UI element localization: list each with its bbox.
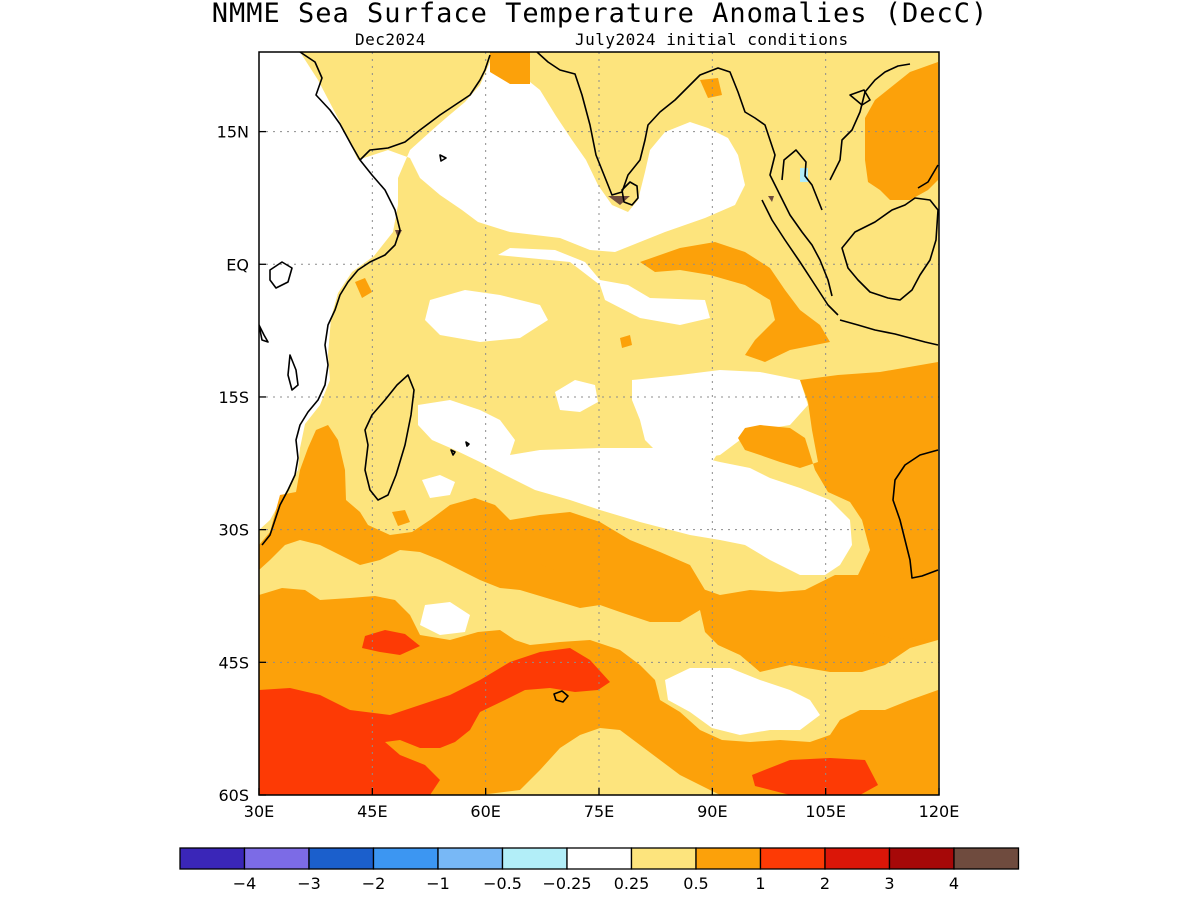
- lat-tick-label: 15S: [218, 388, 249, 407]
- anomaly-region: [768, 196, 774, 202]
- colorbar-swatch: [179, 847, 246, 870]
- colorbar-label: −4: [233, 874, 257, 893]
- anomaly-region: [362, 630, 420, 655]
- lat-tick-label: 15N: [217, 123, 249, 142]
- colorbar-swatch: [308, 847, 375, 870]
- gridlines: [259, 52, 939, 795]
- chart-title: NMME Sea Surface Temperature Anomalies (…: [211, 0, 989, 29]
- colorbar-swatch: [372, 847, 439, 870]
- anomaly-field: [259, 52, 939, 795]
- colorbar-label: 1: [755, 874, 765, 893]
- colorbar-label: −1: [426, 874, 450, 893]
- colorbar-swatch: [953, 847, 1020, 870]
- colorbar: −4 −3 −2 −1 −0.5 −0.25 0.25 0.5 1 2 3 4: [179, 847, 1020, 893]
- colorbar-label: −3: [297, 874, 321, 893]
- colorbar-swatch: [824, 847, 891, 870]
- anomaly-region: [418, 400, 852, 575]
- colorbar-label: −2: [362, 874, 386, 893]
- anomaly-region: [259, 648, 610, 795]
- colorbar-label: 3: [884, 874, 894, 893]
- lon-tick-label: 120E: [919, 802, 960, 821]
- anomaly-region: [555, 380, 598, 412]
- colorbar-swatch: [695, 847, 762, 870]
- lon-tick-label: 45E: [357, 802, 387, 821]
- anomaly-region: [620, 335, 632, 348]
- anomaly-region: [259, 52, 745, 530]
- lon-tick-label: 60E: [470, 802, 500, 821]
- anomaly-region: [752, 758, 878, 795]
- colorbar-label: 4: [949, 874, 959, 893]
- coastlines: [259, 52, 939, 703]
- anomaly-region: [608, 196, 630, 205]
- anomaly-region: [422, 475, 455, 498]
- lon-tick-label: 105E: [805, 802, 846, 821]
- colorbar-swatch: [243, 847, 310, 870]
- anomaly-region: [392, 510, 410, 526]
- lon-tick-label: 30E: [244, 802, 274, 821]
- anomaly-region: [700, 362, 938, 672]
- anomaly-region: [540, 548, 568, 570]
- anomaly-region: [700, 78, 722, 98]
- lat-tick-label: 30S: [218, 521, 249, 540]
- forecast-month-label: Dec2024: [355, 30, 426, 49]
- anomaly-region: [420, 602, 470, 635]
- colorbar-swatch: [501, 847, 568, 870]
- lon-tick-label: 90E: [697, 802, 727, 821]
- anomaly-region: [640, 242, 830, 362]
- anomaly-region: [800, 168, 808, 182]
- colorbar-swatch: [566, 847, 633, 870]
- initial-conditions-label: July2024 initial conditions: [575, 30, 849, 49]
- anomaly-region: [498, 248, 710, 325]
- anomaly-region: [845, 590, 938, 640]
- lat-tick-label: 60S: [218, 786, 249, 805]
- anomaly-region: [259, 425, 705, 622]
- colorbar-swatch: [759, 847, 826, 870]
- anomaly-region: [695, 440, 720, 465]
- lat-tick-label: 45S: [218, 653, 249, 672]
- colorbar-label: −0.5: [483, 874, 522, 893]
- colorbar-label: 0.25: [614, 874, 650, 893]
- colorbar-swatch: [437, 847, 504, 870]
- anomaly-region: [425, 290, 548, 342]
- axes: 30E 45E 60E 75E 90E 105E 120E 15N EQ 15S 30S 45S 60S: [217, 123, 960, 821]
- colorbar-label: 0.5: [683, 874, 708, 893]
- colorbar-swatch: [630, 847, 697, 870]
- colorbar-swatch: [888, 847, 955, 870]
- lat-tick-label: EQ: [226, 255, 249, 274]
- colorbar-label: 2: [820, 874, 830, 893]
- anomaly-region: [665, 668, 820, 735]
- anomaly-region: [632, 370, 808, 460]
- anomaly-region: [355, 278, 372, 298]
- anomaly-region: [490, 52, 530, 84]
- colorbar-label: −0.25: [542, 874, 591, 893]
- anomaly-region: [865, 62, 938, 200]
- lon-tick-label: 75E: [584, 802, 614, 821]
